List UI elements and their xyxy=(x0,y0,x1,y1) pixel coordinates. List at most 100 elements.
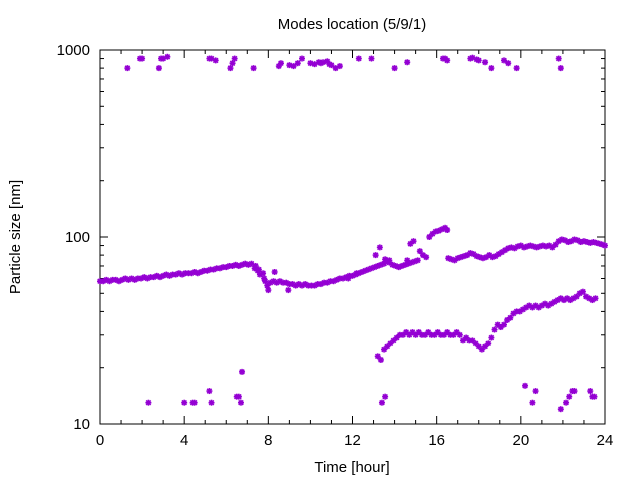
data-point xyxy=(444,57,451,64)
data-point xyxy=(208,399,215,406)
x-tick-label: 24 xyxy=(597,432,614,449)
data-point xyxy=(501,321,507,328)
data-point xyxy=(289,281,296,288)
axis-ticks xyxy=(99,49,606,425)
data-point xyxy=(414,257,421,264)
data-point xyxy=(294,60,301,67)
data-point xyxy=(376,244,383,251)
data-point xyxy=(557,406,564,413)
data-point xyxy=(145,399,152,406)
data-point xyxy=(591,393,598,400)
data-point xyxy=(488,65,495,72)
data-point xyxy=(124,65,131,72)
x-tick-label: 0 xyxy=(96,432,104,449)
data-point xyxy=(566,393,573,400)
data-point xyxy=(378,399,385,406)
data-point xyxy=(587,388,594,395)
data-point xyxy=(372,252,379,259)
data-point xyxy=(277,60,284,67)
x-tick-label: 4 xyxy=(180,432,188,449)
data-point xyxy=(475,343,482,350)
data-point xyxy=(227,65,234,72)
y-tick-label: 10 xyxy=(73,416,90,433)
data-point xyxy=(290,63,297,70)
data-point xyxy=(237,399,244,406)
data-point xyxy=(469,337,476,344)
data-point xyxy=(529,399,536,406)
data-point xyxy=(475,57,482,64)
x-tick-label: 8 xyxy=(264,432,272,449)
data-point xyxy=(255,266,262,273)
data-point xyxy=(250,65,257,72)
data-point xyxy=(336,63,343,70)
data-point xyxy=(355,55,362,62)
data-point xyxy=(265,287,272,294)
data-point xyxy=(239,368,246,375)
data-point xyxy=(353,270,360,277)
data-point xyxy=(592,295,599,302)
data-point xyxy=(206,388,213,395)
x-axis-label: Time [hour] xyxy=(314,459,389,476)
data-point xyxy=(549,244,556,251)
data-point xyxy=(579,288,586,295)
data-point xyxy=(505,60,512,67)
data-point xyxy=(285,287,292,294)
data-point xyxy=(400,331,406,338)
data-point xyxy=(501,57,507,64)
data-point xyxy=(406,331,413,338)
data-point xyxy=(511,245,518,252)
data-point xyxy=(382,393,389,400)
data-point xyxy=(563,399,570,406)
x-tick-label: 20 xyxy=(512,432,529,449)
data-point xyxy=(513,65,520,72)
tick-labels: 0 4 8 12 16 20 24 10 100 1000 xyxy=(57,42,614,449)
y-tick-label: 1000 xyxy=(57,42,90,59)
data-point xyxy=(456,331,463,338)
data-point xyxy=(386,257,393,264)
data-point xyxy=(488,334,495,341)
x-tick-label: 16 xyxy=(428,432,445,449)
data-point xyxy=(504,316,511,323)
data-point xyxy=(328,62,335,69)
data-point xyxy=(482,59,489,66)
data-point xyxy=(404,59,411,66)
data-point xyxy=(164,53,171,60)
data-point xyxy=(299,55,305,62)
chart-title: Modes location (5/9/1) xyxy=(278,16,426,33)
data-point xyxy=(391,65,398,72)
data-point xyxy=(261,275,268,282)
data-point xyxy=(229,60,236,67)
data-point xyxy=(602,242,608,249)
data-point xyxy=(555,55,562,62)
data-point xyxy=(571,388,578,395)
data-point xyxy=(231,55,238,62)
y-axis-label: Particle size [nm] xyxy=(7,180,24,294)
x-tick-label: 12 xyxy=(344,432,361,449)
data-point xyxy=(529,304,536,311)
data-point xyxy=(384,343,391,350)
data-point xyxy=(491,326,498,333)
data-point xyxy=(368,55,375,62)
data-point xyxy=(260,270,267,277)
data-point xyxy=(410,238,417,245)
data-point xyxy=(431,331,438,338)
data-point xyxy=(532,388,539,395)
data-points xyxy=(97,53,608,413)
data-point xyxy=(191,399,198,406)
data-point xyxy=(444,227,451,234)
data-point xyxy=(459,337,466,344)
data-point xyxy=(557,65,564,72)
data-point xyxy=(235,393,242,400)
data-point xyxy=(139,55,146,62)
data-point xyxy=(404,257,411,264)
data-point xyxy=(485,340,492,347)
data-point xyxy=(423,254,430,261)
data-point xyxy=(212,57,219,64)
data-point xyxy=(155,65,162,72)
y-tick-label: 100 xyxy=(65,229,90,246)
data-point xyxy=(522,382,529,389)
data-point xyxy=(181,399,188,406)
data-point xyxy=(345,275,352,282)
data-point xyxy=(377,356,384,363)
